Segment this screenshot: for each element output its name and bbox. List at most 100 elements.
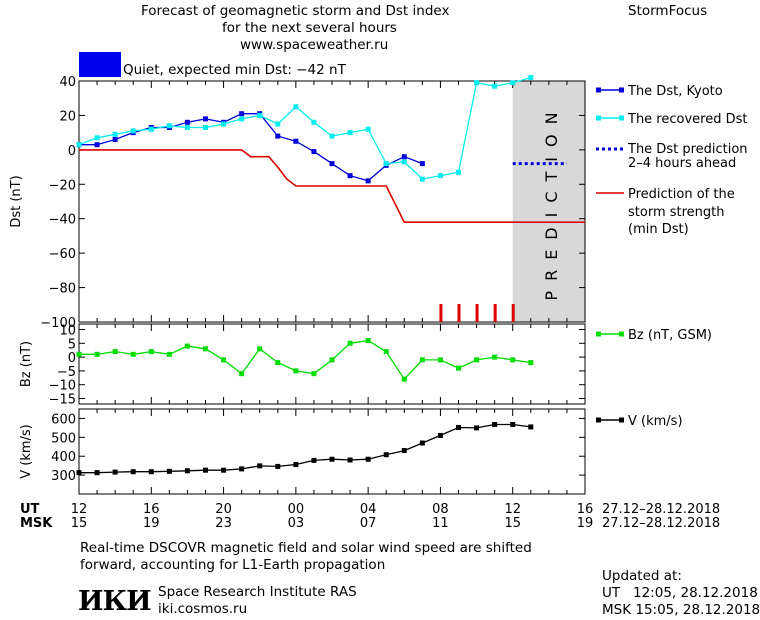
dst-series-1-point bbox=[94, 135, 100, 141]
msk-tick-label: 15 bbox=[71, 516, 88, 531]
msk-tick-label: 19 bbox=[143, 516, 160, 531]
dst-series-0-point bbox=[419, 161, 425, 167]
bz-series-0-point bbox=[239, 371, 245, 377]
institute-url[interactable]: iki.cosmos.ru bbox=[158, 601, 248, 617]
bz-series-0-point bbox=[112, 349, 118, 355]
bz-series-0-point bbox=[474, 357, 480, 363]
dst-series-1-point bbox=[329, 133, 335, 139]
v-ytick-label: 300 bbox=[51, 469, 76, 484]
legend-storm-line3: (min Dst) bbox=[628, 222, 689, 237]
v-series-0-point bbox=[148, 469, 154, 475]
legend-swatch-marker bbox=[619, 417, 624, 423]
dst-ytick-label: 20 bbox=[59, 109, 76, 124]
bz-series-0-point bbox=[492, 354, 498, 360]
bz-series-0-point bbox=[311, 371, 317, 377]
v-series-0-point bbox=[329, 456, 335, 462]
legend-swatch-marker bbox=[596, 115, 601, 121]
site-url[interactable]: www.spaceweather.ru bbox=[240, 37, 389, 53]
dst-series-1-point bbox=[239, 116, 245, 122]
legend-storm-line1: Prediction of the bbox=[628, 187, 735, 202]
chart-title-line1: Forecast of geomagnetic storm and Dst in… bbox=[141, 3, 450, 19]
dst-series-1-point bbox=[510, 80, 516, 86]
dst-series-1-line bbox=[78, 76, 531, 180]
msk-tick-label: 15 bbox=[504, 516, 521, 531]
msk-tick-label: 03 bbox=[288, 516, 305, 531]
v-series-0-point bbox=[311, 457, 317, 463]
v-series-0-point bbox=[383, 452, 389, 458]
legend-dst-kyoto: The Dst, Kyoto bbox=[627, 84, 723, 99]
bz-ytick-label: −15 bbox=[49, 392, 76, 407]
dst-ytick-label: 0 bbox=[68, 144, 76, 159]
bz-series-0-point bbox=[257, 346, 263, 352]
dst-series-1-point bbox=[528, 75, 534, 81]
dst-series-1-point bbox=[293, 104, 299, 110]
bz-series-0-point bbox=[528, 360, 534, 366]
red-prediction-tick bbox=[439, 304, 443, 322]
ut-tick-label: 04 bbox=[360, 502, 377, 517]
legend-swatch-marker bbox=[619, 331, 624, 337]
msk-tick-label: 11 bbox=[432, 516, 449, 531]
msk-tick-label: 19 bbox=[577, 516, 594, 531]
dst-series-1-point bbox=[184, 124, 190, 130]
bz-ylabel: Bz (nT) bbox=[19, 341, 34, 387]
ut-date-range: 27.12–28.12.2018 bbox=[602, 502, 720, 517]
v-series-0-point bbox=[510, 421, 516, 427]
v-series-0-point bbox=[221, 467, 227, 473]
ut-tick-label: 16 bbox=[143, 502, 160, 517]
dst-series-1-point bbox=[275, 121, 281, 127]
dst-series-1-point bbox=[148, 126, 154, 132]
v-series-0-point bbox=[456, 425, 461, 431]
msk-date-range: 27.12–28.12.2018 bbox=[602, 516, 720, 531]
legend-v: V (km/s) bbox=[628, 414, 683, 429]
bz-ytick-label: 10 bbox=[59, 324, 76, 339]
prediction-band bbox=[512, 81, 585, 322]
red-prediction-tick bbox=[493, 304, 497, 322]
dst-series-1-point bbox=[383, 161, 389, 167]
dst-series-1-point bbox=[311, 119, 317, 125]
v-series-0-point bbox=[275, 463, 281, 469]
bz-ytick-label: 0 bbox=[68, 351, 76, 366]
note-line2: forward, accounting for L1-Earth propaga… bbox=[80, 557, 386, 573]
bz-series-0-point bbox=[130, 351, 136, 357]
dst-ylabel: Dst (nT) bbox=[9, 175, 24, 227]
bz-series-0-point bbox=[437, 357, 443, 363]
v-series-0-point bbox=[94, 470, 100, 476]
v-series-0-point bbox=[257, 463, 263, 469]
note-line1: Real-time DSCOVR magnetic field and sola… bbox=[80, 540, 532, 556]
dst-series-1-point bbox=[401, 159, 407, 165]
v-series-0-point bbox=[474, 425, 480, 431]
ut-tick-label: 12 bbox=[504, 502, 521, 517]
bz-series-0-point bbox=[148, 349, 154, 355]
updated-msk: MSK 15:05, 28.12.2018 bbox=[602, 602, 760, 618]
v-series-0-point bbox=[528, 424, 534, 430]
dst-series-1-point bbox=[419, 176, 425, 182]
red-prediction-tick bbox=[475, 304, 479, 322]
status-color-box bbox=[79, 52, 121, 77]
v-series-0-point bbox=[239, 466, 245, 472]
dst-series-1-point bbox=[166, 123, 172, 129]
dst-series-0-point bbox=[275, 133, 281, 139]
chart-title-line2: for the next several hours bbox=[222, 20, 397, 36]
dst-series-0-point bbox=[94, 142, 100, 148]
ut-tick-label: 20 bbox=[215, 502, 232, 517]
bz-series-0-point bbox=[203, 346, 208, 352]
prediction-band-label: PREDICTION bbox=[542, 102, 561, 300]
v-series-0-point bbox=[203, 467, 208, 473]
dst-series-1-point bbox=[456, 169, 461, 175]
legend: The Dst, Kyoto The recovered Dst The Dst p… bbox=[596, 84, 748, 429]
dst-series-0-point bbox=[311, 149, 317, 155]
dst-series-0-point bbox=[203, 116, 208, 122]
legend-dst-pred-line1: The Dst prediction bbox=[627, 142, 748, 157]
dst-ytick-label: −60 bbox=[49, 247, 76, 262]
v-ytick-label: 600 bbox=[51, 412, 76, 427]
v-series-0-point bbox=[347, 457, 353, 463]
dst-plot-frame bbox=[78, 80, 586, 323]
dst-series-1-point bbox=[203, 124, 208, 130]
red-prediction-tick bbox=[457, 304, 461, 322]
bz-series-0-point bbox=[184, 343, 190, 349]
ut-tick-label: 16 bbox=[577, 502, 594, 517]
dst-series-0-point bbox=[239, 111, 245, 117]
legend-bz: Bz (nT, GSM) bbox=[628, 328, 712, 343]
